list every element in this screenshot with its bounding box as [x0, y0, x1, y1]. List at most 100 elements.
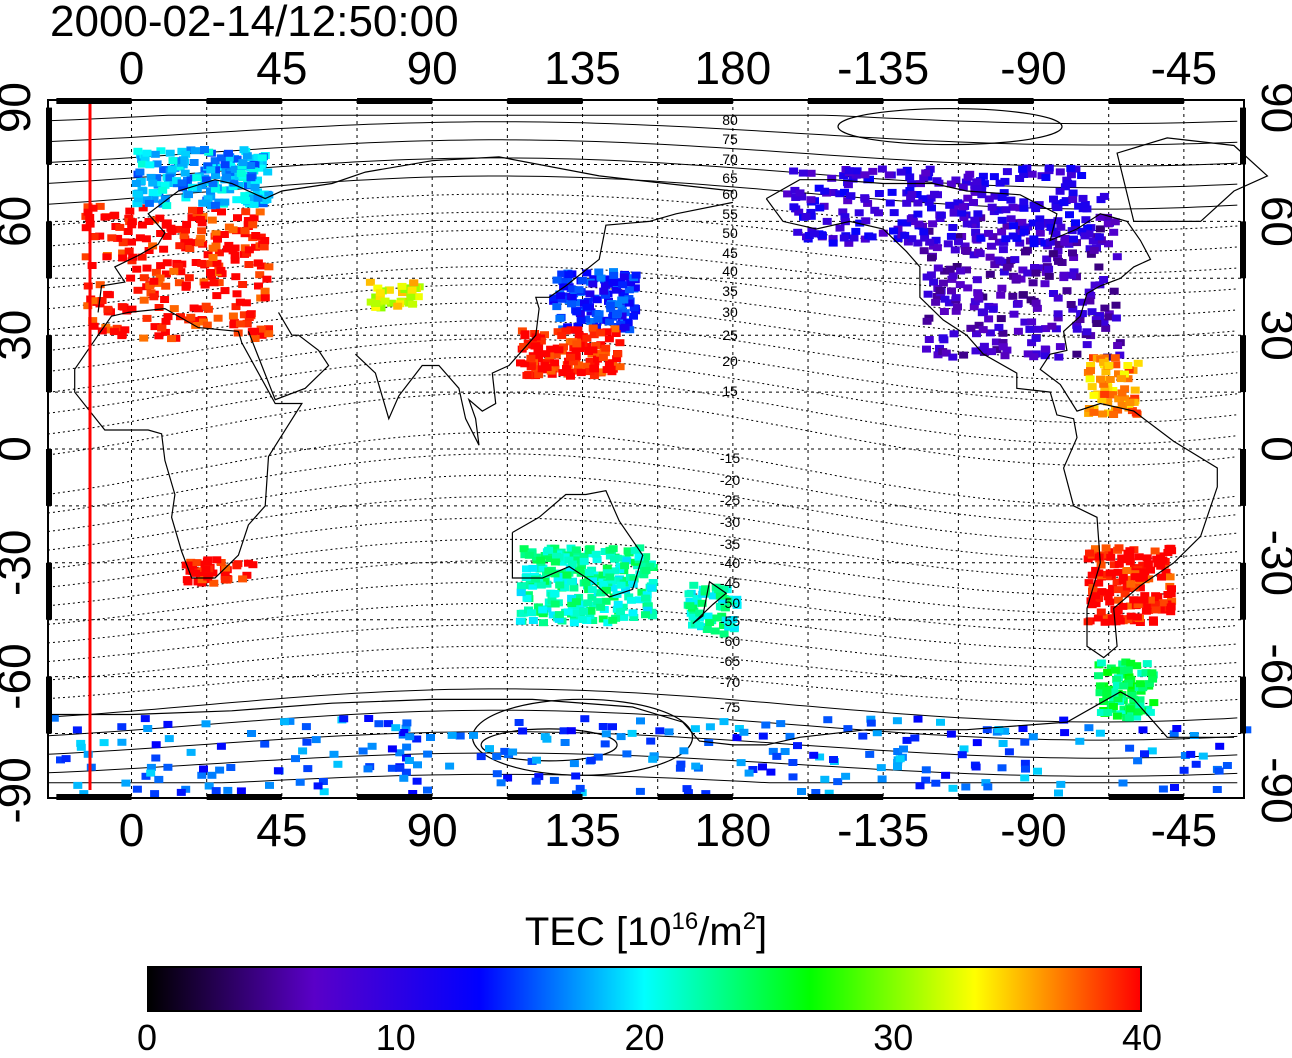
tec-cell: [242, 571, 252, 579]
tec-cell: [569, 615, 579, 622]
tec-map: 8075706560555045403530252015-15-20-25-30…: [0, 42, 1292, 856]
tec-cell: [959, 351, 969, 359]
tec-cell: [974, 321, 984, 329]
tec-cell: [977, 191, 987, 199]
tec-cell: [1066, 171, 1076, 179]
tec-cell: [387, 764, 397, 772]
plot-title: 2000-02-14/12:50:00: [50, 0, 459, 46]
tec-cell: [595, 589, 605, 597]
tec-cell: [365, 278, 375, 286]
tec-cell: [122, 307, 132, 315]
tec-cell: [540, 577, 550, 585]
tec-cell: [1140, 592, 1150, 600]
tec-cell: [157, 324, 167, 332]
tec-cell: [589, 331, 599, 339]
tec-cell: [376, 304, 386, 312]
tec-cell: [145, 282, 155, 290]
tec-cell: [1068, 196, 1078, 203]
tec-cell: [204, 782, 214, 790]
tec-cell: [526, 354, 536, 362]
tec-cell: [1072, 325, 1082, 333]
tec-cell: [994, 206, 1004, 214]
tec-cell: [1001, 258, 1011, 266]
contour-label: 35: [722, 283, 738, 299]
tec-cell: [1104, 362, 1114, 369]
tec-cell: [126, 274, 136, 282]
tec-cell: [976, 214, 986, 222]
tec-cell: [645, 562, 655, 570]
tec-cell: [1115, 617, 1125, 625]
tec-cell: [1186, 750, 1196, 758]
tec-cell: [135, 168, 145, 176]
tec-cell: [933, 264, 943, 272]
tec-cell: [1092, 320, 1102, 327]
tec-cell: [1198, 752, 1208, 760]
tec-cell: [951, 294, 961, 302]
tec-cell: [1148, 675, 1158, 683]
tec-cell: [247, 730, 256, 737]
tec-cell: [91, 297, 101, 305]
tec-cell: [1045, 238, 1055, 246]
tec-cell: [263, 168, 273, 176]
tec-cell: [1086, 367, 1095, 375]
tec-cell: [358, 747, 368, 755]
tec-cell: [985, 329, 995, 337]
tec-cell: [944, 299, 954, 307]
tec-cell: [961, 178, 971, 186]
tec-cell: [408, 790, 418, 797]
tec-cell: [469, 731, 478, 739]
mag-contour: [47, 624, 1238, 669]
tec-cell: [689, 581, 699, 589]
tec-cell: [946, 180, 956, 188]
tec-cell: [851, 171, 861, 179]
mag-contour: [47, 338, 1238, 403]
tec-cell: [1135, 680, 1145, 688]
tec-cell: [1099, 318, 1109, 326]
tec-cell: [587, 593, 597, 601]
tec-cell: [1114, 544, 1124, 552]
contour-label: 80: [722, 112, 738, 128]
tec-cell: [721, 616, 731, 624]
tec-cell: [719, 585, 729, 593]
tec-cell: [1127, 710, 1137, 718]
tec-cell: [957, 751, 967, 759]
tec-cell: [985, 253, 995, 261]
tec-cell: [1105, 376, 1115, 383]
tec-cell: [1054, 353, 1064, 361]
tec-cell: [732, 595, 742, 603]
tec-cell: [558, 369, 568, 377]
tec-cell: [612, 286, 621, 294]
tec-cell: [1020, 774, 1030, 782]
tec-cell: [1105, 598, 1115, 606]
tec-cell: [931, 779, 941, 787]
tec-cell: [1104, 240, 1113, 248]
tec-cell: [939, 308, 949, 315]
tec-cell: [1113, 695, 1123, 703]
tec-cell: [913, 715, 923, 723]
tec-cell: [1158, 599, 1168, 607]
tec-cell: [1019, 171, 1029, 178]
tec-cell: [634, 553, 644, 561]
tec-cell: [605, 301, 615, 309]
tec-cell: [1008, 232, 1018, 240]
tec-cell: [186, 313, 196, 321]
tec-cell: [844, 167, 854, 175]
tec-cell: [958, 183, 968, 191]
frame-bar: [46, 676, 52, 734]
tec-cell: [701, 790, 711, 798]
tec-cell: [185, 567, 195, 575]
tec-cell: [144, 247, 154, 254]
tec-cell: [577, 616, 587, 623]
tec-cell: [423, 786, 432, 794]
mag-contour: [47, 114, 1238, 125]
contour-label: -25: [720, 492, 740, 508]
tec-cell: [1089, 408, 1099, 416]
tec-cell: [201, 565, 211, 573]
tec-cell: [1180, 752, 1190, 759]
tec-cell: [630, 547, 640, 555]
tec-cell: [139, 274, 149, 282]
contour-label: 55: [722, 206, 738, 222]
tec-cell: [251, 232, 261, 239]
coastline: [765, 179, 1218, 659]
tec-cell: [174, 163, 184, 171]
